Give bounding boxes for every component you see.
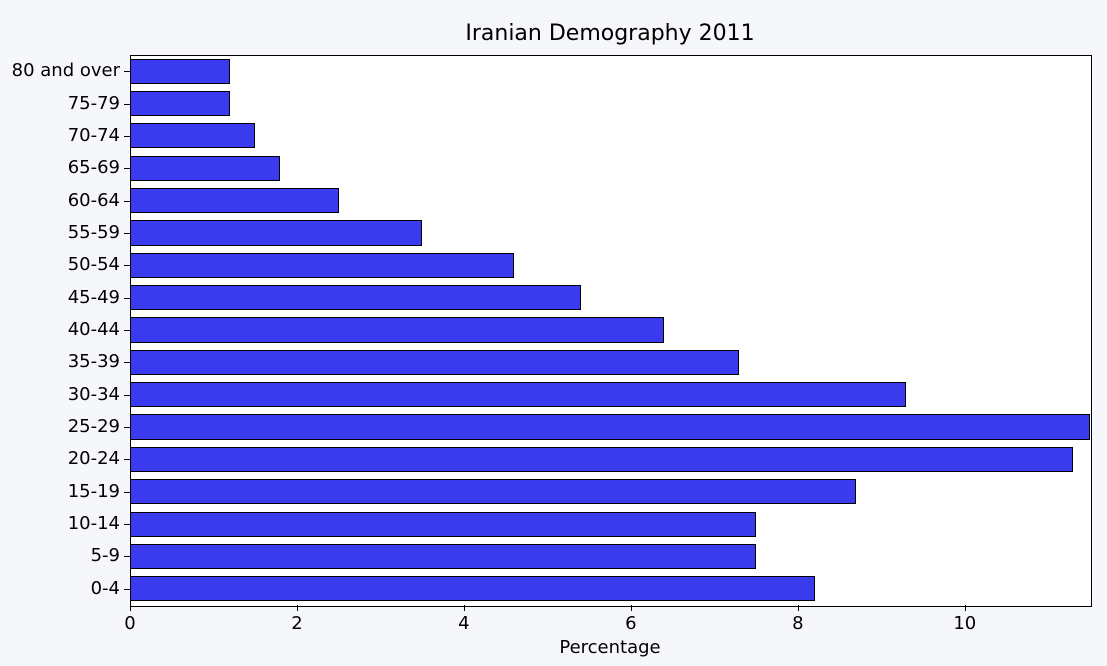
xtick-mark: [631, 605, 632, 611]
ytick-label: 55-59: [68, 222, 120, 243]
bar: [130, 285, 581, 310]
bar: [130, 544, 756, 569]
ytick-mark: [124, 524, 130, 525]
bar: [130, 123, 255, 148]
ytick-label: 50-54: [68, 254, 120, 275]
ytick-label: 0-4: [91, 578, 120, 599]
ytick-label: 25-29: [68, 416, 120, 437]
ytick-mark: [124, 233, 130, 234]
bar: [130, 220, 422, 245]
bar: [130, 350, 739, 375]
bar: [130, 414, 1090, 439]
ytick-mark: [124, 492, 130, 493]
ytick-mark: [124, 71, 130, 72]
xtick-mark: [798, 605, 799, 611]
ytick-mark: [124, 168, 130, 169]
bar: [130, 576, 815, 601]
ytick-label: 40-44: [68, 319, 120, 340]
xtick-mark: [130, 605, 131, 611]
ytick-label: 15-19: [68, 481, 120, 502]
ytick-label: 45-49: [68, 287, 120, 308]
ytick-label: 30-34: [68, 384, 120, 405]
ytick-mark: [124, 395, 130, 396]
ytick-label: 5-9: [91, 545, 120, 566]
ytick-mark: [124, 427, 130, 428]
ytick-mark: [124, 201, 130, 202]
bar: [130, 317, 664, 342]
ytick-mark: [124, 136, 130, 137]
ytick-mark: [124, 265, 130, 266]
ytick-label: 35-39: [68, 351, 120, 372]
bar: [130, 188, 339, 213]
bar: [130, 447, 1073, 472]
xtick-mark: [965, 605, 966, 611]
bar: [130, 156, 280, 181]
bar: [130, 479, 856, 504]
chart-container: Iranian Demography 2011 0-4 5-9 10-14 15-19…: [0, 0, 1107, 666]
xtick-label: 2: [267, 613, 327, 634]
ytick-label: 75-79: [68, 93, 120, 114]
ytick-mark: [124, 589, 130, 590]
xtick-mark: [297, 605, 298, 611]
ytick-label: 80 and over: [12, 60, 120, 81]
ytick-label: 10-14: [68, 513, 120, 534]
ytick-mark: [124, 459, 130, 460]
ytick-mark: [124, 104, 130, 105]
ytick-mark: [124, 362, 130, 363]
ytick-mark: [124, 556, 130, 557]
chart-title: Iranian Demography 2011: [130, 21, 1090, 46]
bar: [130, 59, 230, 84]
ytick-label: 60-64: [68, 190, 120, 211]
ytick-label: 65-69: [68, 157, 120, 178]
xtick-label: 0: [100, 613, 160, 634]
xtick-label: 8: [768, 613, 828, 634]
ytick-mark: [124, 330, 130, 331]
bar: [130, 253, 514, 278]
x-axis-label: Percentage: [130, 637, 1090, 658]
xtick-label: 10: [935, 613, 995, 634]
bar: [130, 91, 230, 116]
ytick-label: 20-24: [68, 448, 120, 469]
bar: [130, 512, 756, 537]
ytick-mark: [124, 298, 130, 299]
xtick-label: 6: [601, 613, 661, 634]
bar: [130, 382, 906, 407]
ytick-label: 70-74: [68, 125, 120, 146]
xtick-mark: [464, 605, 465, 611]
xtick-label: 4: [434, 613, 494, 634]
